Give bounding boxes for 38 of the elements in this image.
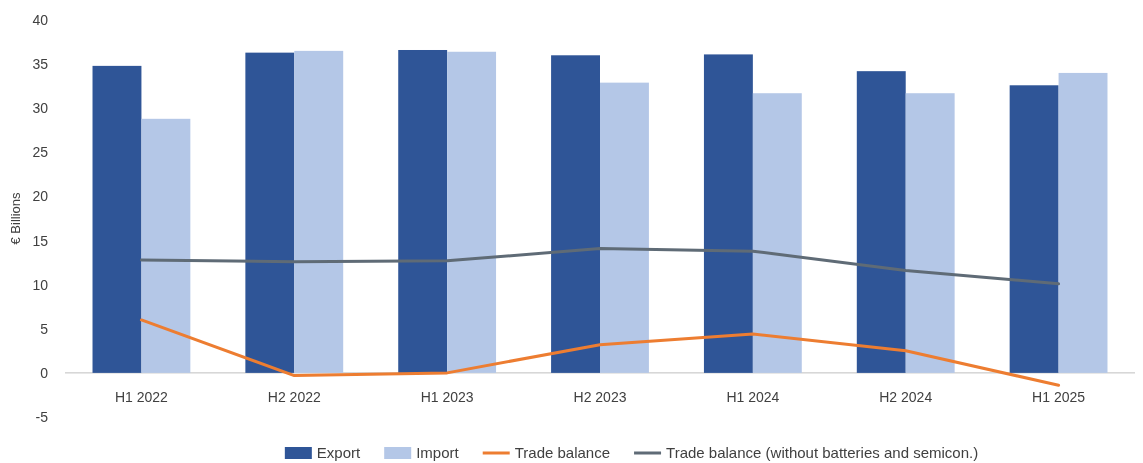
y-tick-label: 0 — [40, 364, 49, 381]
legend-label: Import — [416, 444, 460, 461]
bar — [1009, 85, 1059, 373]
legend-label: Export — [316, 444, 362, 461]
y-tick-label: 15 — [32, 232, 49, 249]
bar — [294, 50, 344, 373]
bar — [245, 52, 295, 373]
bar — [752, 93, 802, 373]
legend-label: Trade balance (without batteries and semicon.) — [666, 444, 979, 461]
bar — [447, 51, 497, 373]
y-tick-label: -5 — [35, 408, 49, 425]
y-tick-label: 25 — [32, 144, 49, 161]
y-tick-label: 20 — [32, 188, 49, 205]
legend-label: Trade balance — [514, 444, 611, 461]
bar — [551, 55, 600, 373]
x-tick-label: H2 2022 — [267, 388, 321, 405]
bar — [92, 65, 142, 373]
x-tick-label: H1 2023 — [420, 388, 474, 405]
bar — [905, 93, 955, 373]
x-tick-label: H1 2024 — [726, 388, 780, 405]
x-tick-label: H1 2022 — [114, 388, 169, 405]
bar — [600, 82, 649, 373]
bar — [398, 50, 448, 373]
x-tick-label: H2 2023 — [573, 388, 627, 405]
bar — [703, 54, 753, 373]
y-tick-label: 10 — [32, 276, 49, 293]
bar — [1058, 72, 1108, 373]
bar — [141, 118, 191, 373]
y-tick-label: 35 — [32, 56, 49, 73]
x-tick-label: H1 2025 — [1032, 388, 1086, 405]
y-axis-title: € Billions — [8, 191, 23, 245]
x-tick-label: H2 2024 — [879, 388, 933, 405]
bar — [856, 71, 906, 373]
line-series — [139, 247, 1061, 286]
y-tick-label: 30 — [32, 100, 49, 117]
line-series — [139, 318, 1061, 387]
y-tick-label: 40 — [32, 11, 49, 28]
y-tick-label: 5 — [40, 320, 49, 337]
